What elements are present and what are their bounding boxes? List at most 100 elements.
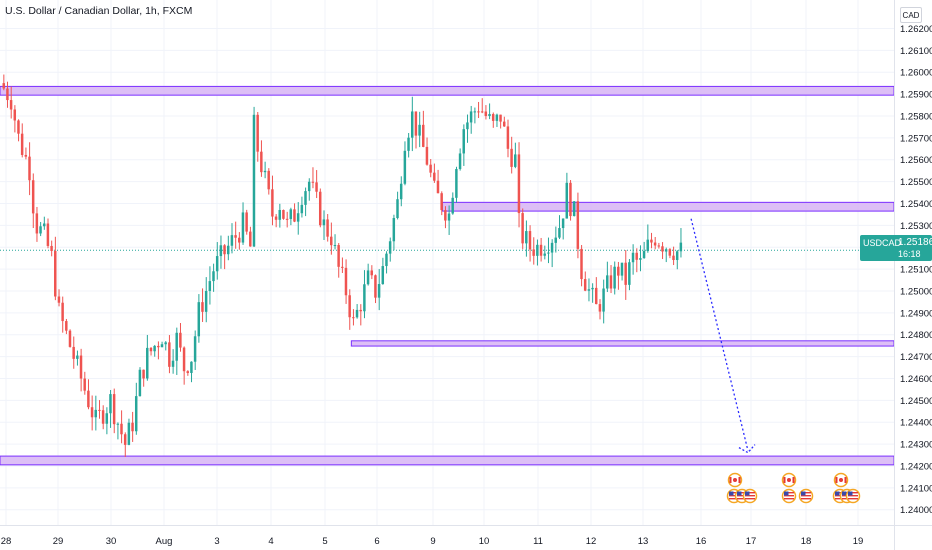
- time-tick-label: 13: [638, 536, 649, 547]
- candle-body: [425, 146, 429, 165]
- candle-body: [168, 342, 171, 367]
- time-tick-label: 18: [801, 536, 812, 547]
- candle-body: [609, 275, 613, 289]
- candle-body: [17, 120, 20, 134]
- candle-body: [149, 347, 153, 352]
- candle-body: [363, 284, 366, 312]
- candle-body: [594, 287, 598, 305]
- candle-body: [499, 114, 502, 122]
- price-tick-label: 1.24200: [900, 461, 932, 472]
- candle-body: [679, 242, 683, 252]
- candle-body: [418, 124, 421, 136]
- candle-body: [160, 344, 164, 348]
- candle-body: [223, 245, 226, 255]
- candle-body: [282, 209, 285, 219]
- candle-body: [377, 284, 381, 298]
- price-tick-label: 1.24000: [900, 505, 932, 516]
- candle-body: [620, 262, 624, 276]
- candle-body: [650, 239, 653, 243]
- candle-body: [422, 124, 425, 147]
- time-tick-label: Aug: [156, 536, 173, 547]
- candle-body: [131, 422, 134, 432]
- canada-flag-icon: [833, 472, 849, 488]
- time-axis[interactable]: 28 29 30 Aug 3 4 5 6 9 10 11 12 13 16 17 18 19: [1, 536, 864, 547]
- candle-body: [587, 289, 591, 291]
- candle-body: [146, 347, 149, 379]
- candle-body: [171, 360, 175, 367]
- candle-body: [554, 237, 557, 243]
- candle-body: [116, 423, 120, 425]
- candle-body: [359, 309, 362, 312]
- projection-arrow: [690, 218, 756, 454]
- canada-flag-icon: [727, 472, 743, 488]
- candle-body: [491, 114, 495, 121]
- candle-body: [322, 219, 326, 226]
- candle-body: [267, 170, 270, 190]
- candle-body: [399, 183, 403, 200]
- candle-body: [521, 213, 524, 244]
- price-tick-label: 1.25300: [900, 221, 932, 232]
- candle-body: [344, 267, 348, 296]
- candle-body: [572, 201, 576, 217]
- candle-body: [352, 317, 355, 319]
- candle-body: [208, 281, 212, 291]
- candle-body: [293, 209, 296, 222]
- candle-body: [296, 213, 300, 222]
- currency-label[interactable]: CAD: [900, 7, 922, 23]
- price-tick-label: 1.25400: [900, 199, 932, 210]
- candle-body: [337, 245, 340, 267]
- candle-body: [83, 378, 86, 391]
- candle-body: [138, 369, 142, 397]
- us-flag-icon: [781, 488, 797, 504]
- time-tick-label: 11: [533, 536, 543, 547]
- price-tag-countdown: 16:18: [898, 249, 921, 259]
- price-tick-label: 1.24500: [900, 396, 932, 407]
- candle-body: [480, 111, 484, 113]
- candle-body: [591, 287, 594, 290]
- candle-body: [2, 83, 5, 89]
- candle-body: [639, 258, 642, 260]
- candle-body: [528, 231, 532, 250]
- candle-body: [355, 309, 359, 318]
- time-tick-label: 6: [374, 536, 379, 547]
- candle-body: [65, 321, 68, 331]
- candle-body: [341, 266, 344, 268]
- candle-body: [506, 126, 510, 149]
- candle-body: [109, 394, 112, 414]
- candle-body: [348, 295, 351, 318]
- price-zone: [442, 201, 895, 212]
- price-zone: [0, 455, 895, 466]
- candle-body: [536, 244, 539, 256]
- projection-line: [690, 218, 749, 451]
- candle-body: [429, 164, 432, 173]
- candle-body: [46, 223, 50, 246]
- candle-body: [263, 170, 267, 173]
- candle-body: [385, 253, 388, 267]
- candle-body: [134, 396, 138, 432]
- candle-body: [204, 290, 208, 312]
- candle-body: [278, 209, 281, 220]
- candle-body: [307, 181, 311, 192]
- candle-body: [624, 262, 627, 285]
- candle-body: [252, 114, 256, 247]
- price-tick-label: 1.25600: [900, 155, 932, 166]
- candle-body: [576, 201, 580, 249]
- candle-body: [458, 153, 462, 170]
- candle-body: [61, 302, 64, 322]
- candle-body: [68, 330, 72, 347]
- candle-body: [35, 213, 39, 234]
- price-tick-label: 1.24900: [900, 308, 932, 319]
- candle-body: [606, 275, 609, 289]
- price-tick-label: 1.24400: [900, 418, 932, 429]
- candle-body: [583, 279, 587, 291]
- candle-body: [333, 245, 337, 247]
- candle-body: [193, 336, 197, 362]
- candle-body: [274, 216, 278, 220]
- candle-body: [477, 111, 480, 113]
- time-tick-label: 29: [53, 536, 64, 547]
- price-tick-label: 1.26100: [900, 46, 932, 57]
- time-tick-label: 5: [322, 536, 327, 547]
- price-axis[interactable]: 1.26200 1.26100 1.26000 1.25900 1.25800 1.257…: [900, 24, 932, 516]
- price-tick-label: 1.24100: [900, 483, 932, 494]
